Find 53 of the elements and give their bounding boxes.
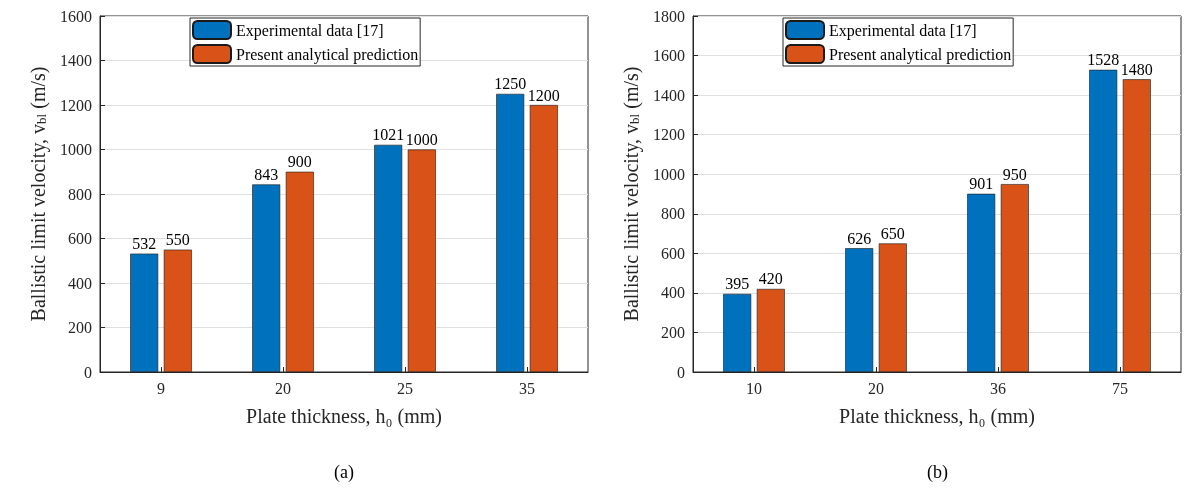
- y-tick-label: 200: [68, 319, 92, 336]
- data-label: 843: [254, 165, 279, 183]
- y-axis-title: Ballistic limit velocity, vbl (m/s): [619, 66, 643, 322]
- y-tick-label: 600: [661, 244, 685, 262]
- y-tick-label: 400: [661, 284, 685, 302]
- y-tick-label: 1600: [60, 7, 92, 25]
- data-label: 626: [847, 229, 872, 247]
- x-tick-label: 20: [275, 379, 291, 397]
- y-tick-label: 800: [661, 205, 685, 223]
- legend-label: Experimental data [17]: [829, 21, 977, 40]
- data-label: 1021: [372, 126, 405, 144]
- data-label: 1528: [1087, 51, 1120, 69]
- x-tick-label: 9: [157, 379, 165, 397]
- x-axis-title: Plate thickness, h₀ (mm): [839, 405, 1035, 428]
- y-tick-label: 1600: [653, 47, 685, 65]
- data-label: 1200: [527, 86, 560, 104]
- y-tick-label: 1400: [653, 86, 685, 104]
- text: (b): [927, 462, 948, 483]
- legend-label: Experimental data [17]: [236, 21, 384, 40]
- y-tick-label: 1400: [60, 52, 92, 69]
- y-tick-label: 0: [677, 363, 685, 381]
- data-label: 900: [287, 153, 312, 171]
- y-tick-label: 1200: [653, 126, 685, 144]
- y-tick-label: 0: [84, 363, 92, 381]
- data-label: 1250: [494, 75, 527, 93]
- data-label: 901: [969, 175, 994, 193]
- text: (a): [334, 462, 354, 483]
- x-axis-title: Plate thickness, h₀ (mm): [246, 405, 442, 428]
- y-tick-label: 200: [661, 323, 685, 341]
- legend-label: Present analytical prediction: [829, 45, 1012, 64]
- x-tick-label: 25: [397, 379, 413, 397]
- y-tick-label: 400: [68, 274, 92, 292]
- data-label: 395: [725, 275, 750, 293]
- x-tick-label: 35: [519, 379, 535, 397]
- y-tick-label: 800: [68, 185, 92, 203]
- x-tick-label: 20: [868, 379, 884, 397]
- y-tick-label: 600: [68, 230, 92, 247]
- x-tick-label: 36: [990, 379, 1006, 397]
- y-tick-label: 1000: [60, 141, 92, 158]
- y-tick-label: 1000: [653, 165, 685, 183]
- data-label: 1480: [1120, 60, 1153, 78]
- data-label: 532: [132, 235, 157, 253]
- legend-label: Present analytical prediction: [236, 45, 419, 64]
- data-label: 550: [165, 231, 190, 249]
- data-label: 650: [880, 224, 905, 242]
- data-label: 950: [1002, 165, 1027, 183]
- x-tick-label: 75: [1112, 379, 1128, 397]
- x-tick-label: 10: [746, 379, 762, 397]
- y-axis-title: Ballistic limit velocity, vbl (m/s): [26, 66, 50, 322]
- y-tick-label: 1800: [653, 7, 685, 25]
- y-tick-label: 1200: [60, 96, 92, 114]
- data-label: 1000: [405, 131, 438, 148]
- data-label: 420: [758, 270, 783, 288]
